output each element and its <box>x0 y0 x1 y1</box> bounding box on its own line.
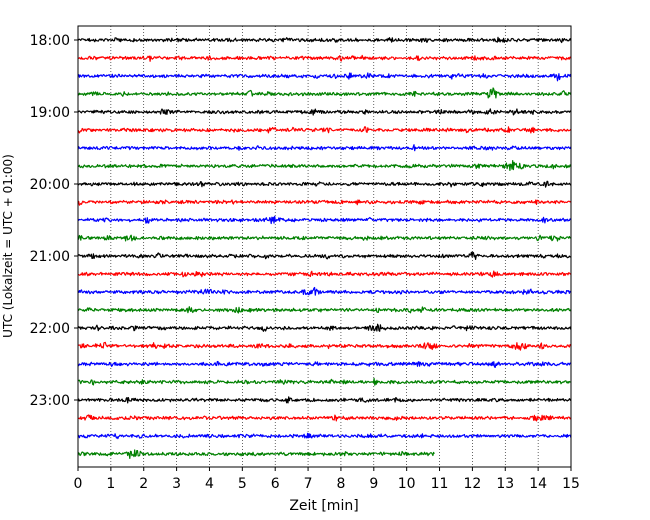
x-tick-label: 3 <box>172 476 181 492</box>
x-tick-label: 2 <box>139 476 148 492</box>
x-tick-label: 7 <box>304 476 313 492</box>
x-tick-label: 4 <box>205 476 214 492</box>
x-tick-label: 12 <box>463 476 481 492</box>
x-tick-label: 1 <box>106 476 115 492</box>
x-tick-label: 8 <box>336 476 345 492</box>
trace-2245 <box>77 377 571 386</box>
trace-2100 <box>77 251 571 260</box>
trace-2300 <box>77 396 572 404</box>
trace-2130 <box>77 286 572 296</box>
y-tick-label: 22:00 <box>30 321 70 337</box>
x-tick-label: 0 <box>74 476 83 492</box>
trace-1800 <box>77 36 572 44</box>
x-tick-label: 10 <box>398 476 416 492</box>
y-axis-label: UTC (Lokalzeit = UTC + 01:00) <box>1 154 15 338</box>
y-axis-ticks: 18:00 19:00 20:00 21:00 22:00 23:00 <box>30 33 78 409</box>
x-tick-label: 6 <box>271 476 280 492</box>
trace-1830 <box>77 72 572 82</box>
trace-2115 <box>77 270 572 278</box>
x-tick-label: 13 <box>496 476 514 492</box>
y-tick-label: 20:00 <box>30 177 70 193</box>
seismic-traces <box>77 36 572 459</box>
trace-2345 <box>77 449 435 459</box>
trace-2230 <box>77 360 572 368</box>
y-tick-label: 23:00 <box>30 393 70 409</box>
x-tick-label: 5 <box>238 476 247 492</box>
trace-2015 <box>77 199 572 206</box>
trace-2200 <box>77 323 572 332</box>
trace-2045 <box>77 234 571 242</box>
trace-2145 <box>77 306 572 314</box>
trace-1945 <box>77 160 572 171</box>
trace-2330 <box>77 432 572 440</box>
x-tick-label: 11 <box>431 476 449 492</box>
trace-2215 <box>77 341 572 351</box>
trace-2000 <box>77 180 572 188</box>
trace-1915 <box>77 126 572 134</box>
trace-2030 <box>77 215 572 225</box>
trace-2315 <box>78 414 572 422</box>
x-axis-ticks: 0 1 2 3 4 5 6 7 8 9 10 11 12 13 14 15 <box>74 467 580 492</box>
trace-1815 <box>78 54 572 62</box>
y-tick-label: 18:00 <box>30 33 70 49</box>
plot-frame <box>77 25 572 468</box>
trace-1845 <box>78 87 572 99</box>
y-tick-label: 21:00 <box>30 249 70 265</box>
x-axis-label: Zeit [min] <box>289 498 358 514</box>
trace-1900 <box>77 108 572 116</box>
y-tick-label: 19:00 <box>30 105 70 121</box>
trace-1930 <box>77 144 572 152</box>
x-tick-label: 15 <box>562 476 580 492</box>
x-tick-label: 14 <box>529 476 547 492</box>
x-tick-label: 9 <box>369 476 378 492</box>
